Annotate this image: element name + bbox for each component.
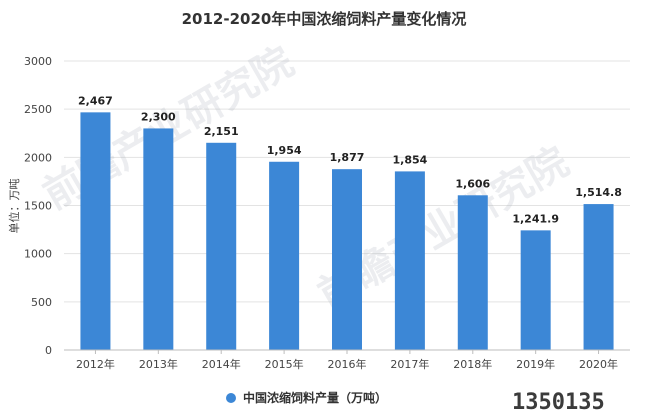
bars — [80, 112, 614, 350]
y-axis-ticks: 0 500 1000 1500 2000 2500 3000 — [24, 55, 52, 357]
x-tick-label: 2016年 — [328, 357, 367, 371]
x-tick-label: 2015年 — [265, 357, 304, 371]
legend-swatch — [226, 393, 236, 403]
bar — [206, 142, 237, 350]
data-labels: 2,467 2,300 2,151 1,954 1,877 1,854 1,606 1,241… — [78, 94, 622, 225]
x-tick-label: 2018年 — [453, 357, 492, 371]
watermark: 前瞻产业研究院前瞻产业研究院 — [36, 39, 576, 319]
bar-value-label: 1,606 — [455, 177, 490, 190]
x-axis-ticks: 2012年 2013年 2014年 2015年 2016年 2017年 2018年 2019年… — [76, 350, 618, 371]
bar — [394, 171, 425, 350]
bar-value-label: 1,954 — [267, 144, 302, 157]
bar — [520, 230, 551, 350]
bar — [583, 204, 614, 350]
y-axis-label: 单位：万吨 — [7, 179, 21, 234]
y-tick-label: 2000 — [24, 151, 52, 164]
footer-logo-number: 1350135 — [512, 390, 605, 414]
bar-value-label: 2,151 — [204, 125, 239, 138]
bar-value-label: 1,854 — [392, 153, 427, 166]
chart-title: 2012-2020年中国浓缩饲料产量变化情况 — [182, 10, 467, 28]
y-tick-label: 2500 — [24, 103, 52, 116]
y-tick-label: 3000 — [24, 55, 52, 68]
bar — [80, 112, 111, 350]
x-tick-label: 2017年 — [390, 357, 429, 371]
y-tick-label: 500 — [31, 296, 52, 309]
bar-value-label: 2,300 — [141, 110, 176, 123]
bar — [143, 128, 174, 350]
y-tick-label: 0 — [45, 344, 52, 357]
x-tick-label: 2013年 — [139, 357, 178, 371]
y-tick-label: 1500 — [24, 200, 52, 213]
legend: 中国浓缩饲料产量（万吨） — [226, 390, 387, 405]
x-tick-label: 2020年 — [579, 357, 618, 371]
x-tick-label: 2019年 — [516, 357, 555, 371]
bar-value-label: 1,877 — [330, 151, 365, 164]
bar — [269, 161, 300, 350]
legend-label: 中国浓缩饲料产量（万吨） — [243, 390, 387, 405]
bar-value-label: 1,514.8 — [575, 186, 622, 199]
bar-value-label: 1,241.9 — [512, 212, 559, 225]
y-tick-label: 1000 — [24, 248, 52, 261]
x-tick-label: 2012年 — [76, 357, 115, 371]
bar — [332, 169, 362, 350]
bar-value-label: 2,467 — [78, 94, 113, 107]
x-tick-label: 2014年 — [202, 357, 241, 371]
bar — [457, 195, 488, 350]
